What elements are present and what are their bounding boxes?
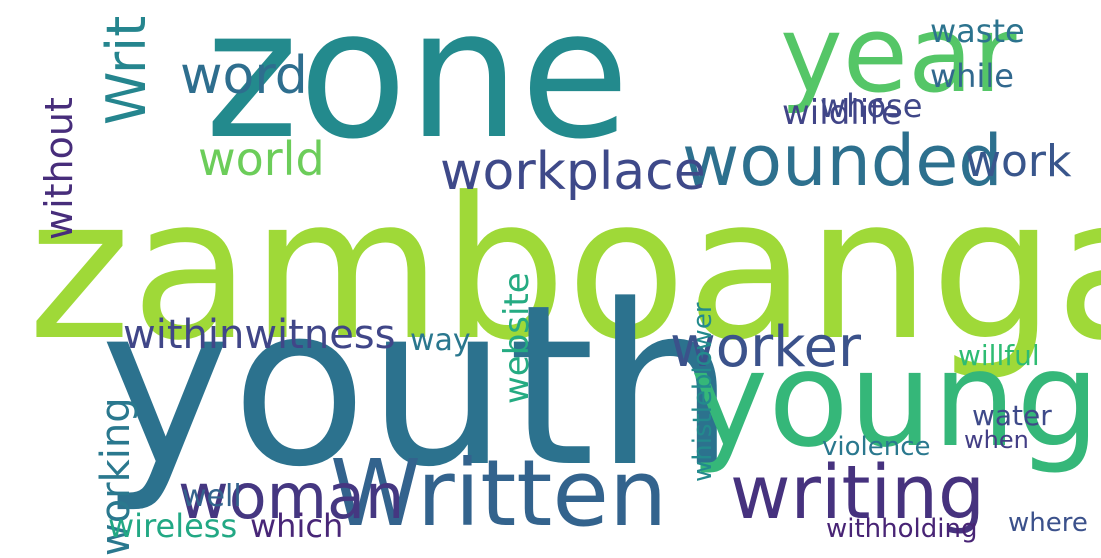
word-youth: youth xyxy=(100,258,736,516)
word-whistleblower: whistleblower xyxy=(688,302,718,482)
word-written: Written xyxy=(330,440,668,547)
word-willful: willful xyxy=(958,339,1040,372)
word-withholding: withholding xyxy=(826,514,978,544)
word-withinwitness: withinwitness xyxy=(123,312,396,358)
word-which: which xyxy=(250,507,344,545)
word-wildlife: wildlife xyxy=(782,93,903,133)
word-work: work xyxy=(965,136,1072,187)
word-year: year xyxy=(780,0,1017,116)
word-zamboanga: zamboanga xyxy=(28,156,1101,384)
word-where: where xyxy=(1008,508,1088,538)
word-workplace: workplace xyxy=(440,142,706,202)
word-water: water xyxy=(972,399,1052,432)
word-writ: Writ xyxy=(95,15,158,125)
word-website: website xyxy=(497,272,537,404)
word-violence: violence xyxy=(822,432,931,462)
word-while: while xyxy=(930,57,1014,95)
word-without: without xyxy=(37,97,81,240)
word-zone: zone xyxy=(205,0,630,178)
word-well: well xyxy=(182,479,242,514)
word-wounded: wounded xyxy=(682,120,1003,202)
word-world: world xyxy=(198,132,325,186)
word-waste: waste xyxy=(930,12,1025,50)
word-woman: woman xyxy=(178,460,405,533)
word-worker: worker xyxy=(670,315,861,380)
word-wireless: wireless xyxy=(108,507,238,545)
word-young: young xyxy=(690,323,1100,477)
word-way: way xyxy=(410,323,471,358)
word-when: when xyxy=(964,426,1029,454)
word-whose: whose xyxy=(820,87,923,125)
word-writing: writing xyxy=(730,450,985,536)
word-word: word xyxy=(180,46,308,106)
